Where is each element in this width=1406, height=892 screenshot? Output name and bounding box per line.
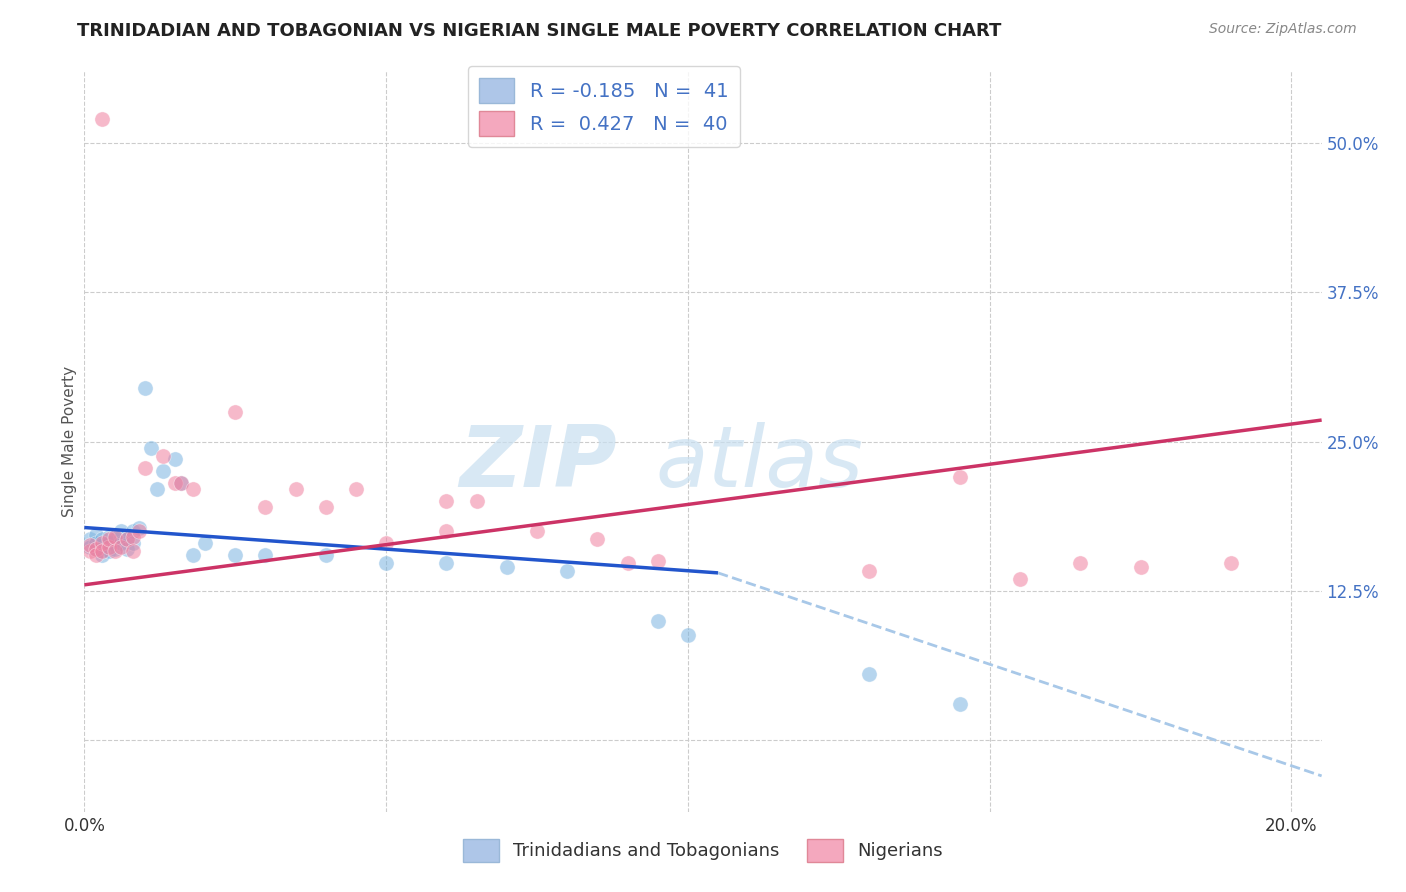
Point xyxy=(375,536,398,550)
Point xyxy=(97,533,120,547)
Point xyxy=(315,548,337,562)
Point xyxy=(1069,557,1091,571)
Point xyxy=(97,536,120,550)
Point xyxy=(146,483,169,497)
Point xyxy=(110,530,132,544)
Point xyxy=(128,520,150,534)
Point xyxy=(91,536,114,550)
Point xyxy=(97,530,120,544)
Point xyxy=(134,460,156,475)
Point xyxy=(858,667,880,681)
Point xyxy=(110,524,132,538)
Point xyxy=(134,381,156,395)
Point xyxy=(555,564,578,578)
Point xyxy=(91,112,114,127)
Point xyxy=(284,483,307,497)
Point xyxy=(115,541,138,556)
Point xyxy=(152,464,174,478)
Point xyxy=(181,548,204,562)
Point xyxy=(526,524,548,538)
Point xyxy=(224,548,246,562)
Point xyxy=(647,614,669,628)
Text: TRINIDADIAN AND TOBAGONIAN VS NIGERIAN SINGLE MALE POVERTY CORRELATION CHART: TRINIDADIAN AND TOBAGONIAN VS NIGERIAN S… xyxy=(77,22,1001,40)
Point xyxy=(121,530,143,544)
Point xyxy=(110,536,132,550)
Point xyxy=(103,541,125,556)
Point xyxy=(79,538,101,552)
Point xyxy=(97,540,120,554)
Point xyxy=(1220,557,1243,571)
Point xyxy=(254,500,277,515)
Point xyxy=(139,441,162,455)
Point xyxy=(948,470,970,484)
Point xyxy=(1129,560,1152,574)
Point xyxy=(121,544,143,558)
Point xyxy=(91,544,114,558)
Legend: Trinidadians and Tobagonians, Nigerians: Trinidadians and Tobagonians, Nigerians xyxy=(456,831,950,870)
Point xyxy=(436,557,458,571)
Point xyxy=(1008,572,1031,586)
Point xyxy=(315,500,337,515)
Point xyxy=(121,536,143,550)
Point xyxy=(91,548,114,562)
Point xyxy=(115,533,138,547)
Text: Source: ZipAtlas.com: Source: ZipAtlas.com xyxy=(1209,22,1357,37)
Point xyxy=(103,544,125,558)
Point xyxy=(86,541,108,556)
Point xyxy=(86,548,108,562)
Point xyxy=(163,452,186,467)
Point xyxy=(616,557,638,571)
Text: atlas: atlas xyxy=(655,422,863,505)
Point xyxy=(375,557,398,571)
Point xyxy=(647,554,669,568)
Point xyxy=(86,541,108,556)
Point xyxy=(79,544,101,558)
Point xyxy=(254,548,277,562)
Point xyxy=(224,405,246,419)
Point xyxy=(676,628,699,642)
Point xyxy=(465,494,488,508)
Point xyxy=(91,538,114,552)
Point xyxy=(344,483,367,497)
Point xyxy=(91,533,114,547)
Y-axis label: Single Male Poverty: Single Male Poverty xyxy=(62,366,77,517)
Point xyxy=(181,483,204,497)
Point xyxy=(110,540,132,554)
Point xyxy=(128,524,150,538)
Point xyxy=(115,533,138,547)
Point xyxy=(170,476,193,491)
Point xyxy=(436,494,458,508)
Text: ZIP: ZIP xyxy=(458,422,616,505)
Point xyxy=(948,698,970,712)
Point xyxy=(586,533,609,547)
Point xyxy=(79,540,101,554)
Point xyxy=(97,544,120,558)
Point xyxy=(152,449,174,463)
Point xyxy=(194,536,217,550)
Point xyxy=(79,533,101,547)
Point xyxy=(86,527,108,541)
Point xyxy=(103,530,125,544)
Point xyxy=(170,476,193,491)
Point xyxy=(163,476,186,491)
Point xyxy=(103,533,125,547)
Point xyxy=(86,536,108,550)
Point xyxy=(121,524,143,538)
Point xyxy=(91,544,114,558)
Point xyxy=(858,564,880,578)
Point xyxy=(495,560,517,574)
Point xyxy=(436,524,458,538)
